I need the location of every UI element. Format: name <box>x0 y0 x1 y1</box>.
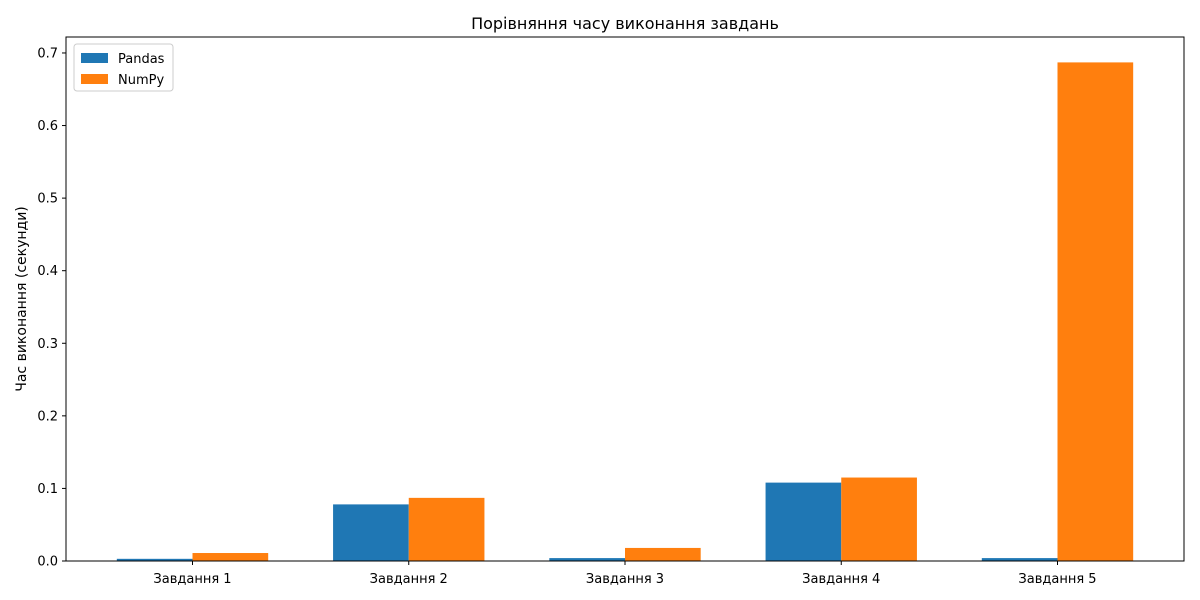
y-tick-label: 0.0 <box>37 555 58 570</box>
y-tick-label: 0.1 <box>37 482 58 497</box>
bar-numpy-3 <box>625 547 701 561</box>
x-tick-label: Завдання 1 <box>153 572 231 587</box>
y-axis-label: Час виконання (секунди) <box>14 206 30 392</box>
legend-swatch-numpy <box>81 74 108 84</box>
x-tick-label: Завдання 3 <box>586 572 664 587</box>
y-tick-label: 0.3 <box>37 337 58 352</box>
axes-layer: 0.0 0.1 0.2 0.3 0.4 0.5 0.6 0.7 Завдання 1 Завдан… <box>37 36 1185 587</box>
x-tick-label: Завдання 5 <box>1018 572 1096 587</box>
x-tick-label: Завдання 2 <box>370 572 448 587</box>
bar-numpy-2 <box>408 497 485 561</box>
bar-pandas-1 <box>116 558 193 561</box>
plot-frame <box>65 36 1185 562</box>
bar-numpy-1 <box>192 553 269 561</box>
x-tick-label: Завдання 4 <box>802 572 880 587</box>
bar-numpy-4 <box>841 477 917 561</box>
y-tick-label: 0.5 <box>37 192 58 207</box>
legend: Pandas NumPy <box>73 43 174 92</box>
bar-pandas-4 <box>765 482 842 561</box>
legend-label-numpy: NumPy <box>118 73 164 88</box>
y-tick-label: 0.7 <box>37 46 58 61</box>
bar-pandas-3 <box>549 558 625 561</box>
y-tick-label: 0.2 <box>37 409 58 424</box>
y-tick-label: 0.4 <box>37 264 58 279</box>
legend-swatch-pandas <box>81 53 108 63</box>
legend-label-pandas: Pandas <box>118 52 165 67</box>
chart-title: Порівняння часу виконання завдань <box>471 14 779 33</box>
bars-layer <box>116 62 1134 561</box>
bar-pandas-2 <box>333 504 409 561</box>
bar-pandas-5 <box>981 558 1058 561</box>
y-tick-label: 0.6 <box>37 119 58 134</box>
bar-numpy-5 <box>1057 62 1134 561</box>
